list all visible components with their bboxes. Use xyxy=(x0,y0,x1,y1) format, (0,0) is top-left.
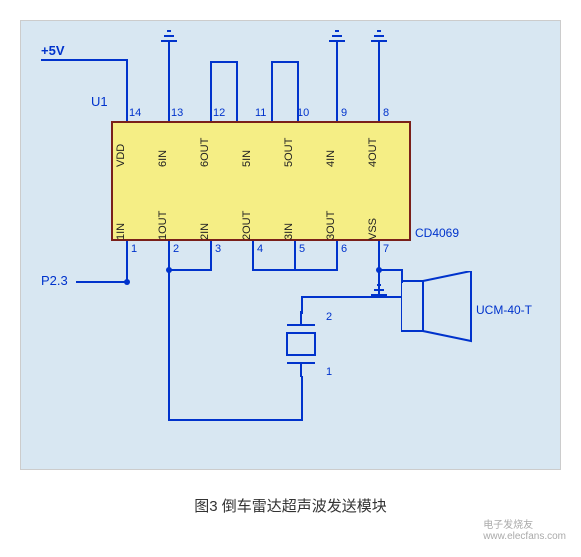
junction-node xyxy=(376,267,382,273)
pin-name: 6IN xyxy=(157,150,169,167)
wire-pin2 xyxy=(168,241,170,306)
watermark-site: www.elecfans.com xyxy=(483,531,566,542)
crystal-icon xyxy=(279,311,323,381)
ic-cd4069 xyxy=(111,121,411,241)
wire-gnd-pin13 xyxy=(168,41,170,121)
ground-icon xyxy=(159,25,179,43)
wire-pin1 xyxy=(126,241,128,283)
pin-name: 4OUT xyxy=(367,138,379,167)
wire-pin4 xyxy=(252,241,254,271)
pin-name: VSS xyxy=(367,218,379,240)
transducer-label: UCM-40-T xyxy=(476,303,532,317)
watermark-brand: 电子发烧友 xyxy=(483,520,533,531)
pin-num: 6 xyxy=(341,243,347,255)
wire-jumper1-r xyxy=(236,61,238,121)
pin-name: 4IN xyxy=(325,150,337,167)
wire-gnd-pin8 xyxy=(378,41,380,121)
wire-gnd-pin9 xyxy=(336,41,338,121)
ground-icon xyxy=(369,279,389,297)
pin-name: 2OUT xyxy=(241,211,253,240)
crystal-pin-num: 2 xyxy=(326,311,332,323)
pin-num: 1 xyxy=(131,243,137,255)
pin-num: 14 xyxy=(129,107,141,119)
wire-5v-down xyxy=(126,59,128,121)
wire-jumper2-top xyxy=(271,61,299,63)
pin-num: 10 xyxy=(297,107,309,119)
wire-5v xyxy=(41,59,126,61)
figure-caption: 图3 倒车雷达超声波发送模块 xyxy=(0,495,581,516)
wire-to-speaker1 xyxy=(301,296,401,298)
watermark: 电子发烧友 www.elecfans.com xyxy=(483,516,566,542)
pin-num: 2 xyxy=(173,243,179,255)
wire-jumper1-l xyxy=(210,61,212,121)
crystal-pin-num: 1 xyxy=(326,366,332,378)
pin-num: 5 xyxy=(299,243,305,255)
wire-loop-down xyxy=(168,304,170,419)
ground-icon xyxy=(327,25,347,43)
pin-name: 6OUT xyxy=(199,138,211,167)
wire-jumper1-top xyxy=(210,61,238,63)
ground-icon xyxy=(369,25,389,43)
pin-name: VDD xyxy=(115,144,127,167)
input-p23-label: P2.3 xyxy=(41,273,68,288)
wire-pin3 xyxy=(210,241,212,271)
junction-node xyxy=(166,267,172,273)
wire-loop-up xyxy=(301,376,303,421)
wire-j45 xyxy=(252,269,296,271)
wire-j56 xyxy=(294,269,338,271)
pin-name: 3IN xyxy=(283,223,295,240)
wire-pin6 xyxy=(336,241,338,271)
schematic-canvas: +5V U1 14 13 12 11 10 9 8 1 2 3 4 5 6 7 xyxy=(20,20,561,470)
ic-part-label: CD4069 xyxy=(415,226,459,240)
pin-name: 1IN xyxy=(115,223,127,240)
wire-j23 xyxy=(168,269,212,271)
power-5v-label: +5V xyxy=(41,43,65,58)
pin-num: 4 xyxy=(257,243,263,255)
junction-node xyxy=(124,279,130,285)
wire-pin5 xyxy=(294,241,296,271)
wire-loop-across xyxy=(168,419,301,421)
pin-name: 3OUT xyxy=(325,211,337,240)
pin-num: 7 xyxy=(383,243,389,255)
pin-name: 5IN xyxy=(241,150,253,167)
pin-num: 13 xyxy=(171,107,183,119)
pin-num: 11 xyxy=(255,107,266,119)
pin-name: 5OUT xyxy=(283,138,295,167)
wire-xtal-top xyxy=(301,296,303,314)
pin-name: 1OUT xyxy=(157,211,169,240)
pin-num: 12 xyxy=(213,107,225,119)
wire-jumper2-l xyxy=(271,61,273,121)
pin-num: 8 xyxy=(383,107,389,119)
pin-num: 3 xyxy=(215,243,221,255)
pin-name: 2IN xyxy=(199,223,211,240)
wire-p23 xyxy=(76,281,128,283)
ic-refdes: U1 xyxy=(91,94,108,109)
pin-num: 9 xyxy=(341,107,347,119)
